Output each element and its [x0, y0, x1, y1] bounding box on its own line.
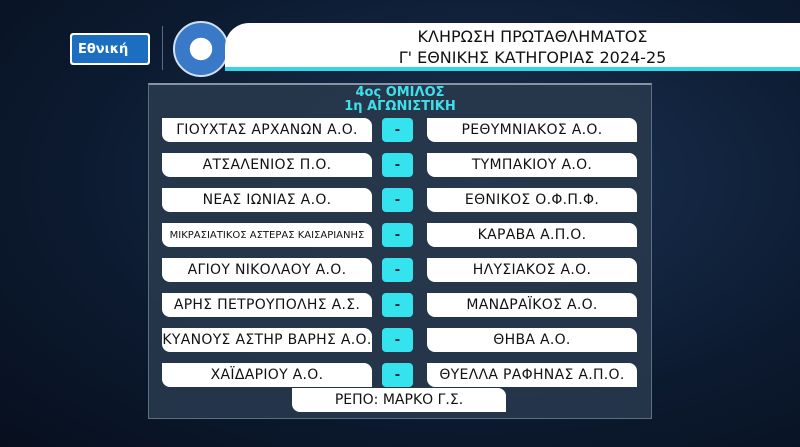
match-row: ΓΙΟΥΧΤΑΣ ΑΡΧΑΝΩΝ Α.Ο. - ΡΕΘΥΜΝΙΑΚΟΣ Α.Ο.: [162, 118, 637, 142]
home-team: ΑΡΗΣ ΠΕΤΡΟΥΠΟΛΗΣ Α.Σ.: [162, 293, 372, 317]
header-banner: ΚΛΗΡΩΣΗ ΠΡΩΤΑΘΛΗΜΑΤΟΣ Γ' ΕΘΝΙΚΗΣ ΚΑΤΗΓΟΡ…: [225, 23, 800, 71]
vs-separator: -: [382, 118, 413, 142]
match-row: ΑΤΣΑΛΕΝΙΟΣ Π.Ο. - ΤΥΜΠΑΚΙΟΥ Α.Ο.: [162, 153, 637, 177]
vs-separator: -: [382, 293, 413, 317]
match-row: ΚΥΑΝΟΥΣ ΑΣΤΗΡ ΒΑΡΗΣ Α.Ο. - ΘΗΒΑ Α.Ο.: [162, 328, 637, 352]
header-title: ΚΛΗΡΩΣΗ ΠΡΩΤΑΘΛΗΜΑΤΟΣ: [417, 27, 648, 46]
vs-separator: -: [382, 188, 413, 212]
away-team: ΤΥΜΠΑΚΙΟΥ Α.Ο.: [427, 153, 637, 177]
home-team: ΚΥΑΝΟΥΣ ΑΣΤΗΡ ΒΑΡΗΣ Α.Ο.: [162, 328, 372, 352]
home-team: ΜΙΚΡΑΣΙΑΤΙΚΟΣ ΑΣΤΕΡΑΣ ΚΑΙΣΑΡΙΑΝΗΣ: [162, 223, 372, 247]
match-row: ΝΕΑΣ ΙΩΝΙΑΣ Α.Ο. - ΕΘΝΙΚΟΣ Ο.Φ.Π.Φ.: [162, 188, 637, 212]
group-title: 4ος ΟΜΙΛΟΣ 1η ΑΓΩΝΙΣΤΙΚΗ: [148, 86, 652, 114]
home-team: ΓΙΟΥΧΤΑΣ ΑΡΧΑΝΩΝ Α.Ο.: [162, 118, 372, 142]
home-team: ΧΑΪΔΑΡΙΟΥ Α.Ο.: [162, 363, 372, 387]
ethniki-logo: Εθνική: [70, 33, 150, 65]
away-team: ΗΛΥΣΙΑΚΟΣ Α.Ο.: [427, 258, 637, 282]
match-row: ΜΙΚΡΑΣΙΑΤΙΚΟΣ ΑΣΤΕΡΑΣ ΚΑΙΣΑΡΙΑΝΗΣ - ΚΑΡΑ…: [162, 223, 637, 247]
away-team: ΡΕΘΥΜΝΙΑΚΟΣ Α.Ο.: [427, 118, 637, 142]
away-team: ΘΗΒΑ Α.Ο.: [427, 328, 637, 352]
home-team: ΑΤΣΑΛΕΝΙΟΣ Π.Ο.: [162, 153, 372, 177]
vs-separator: -: [382, 328, 413, 352]
vs-separator: -: [382, 153, 413, 177]
divider: [162, 26, 163, 70]
match-row: ΑΓΙΟΥ ΝΙΚΟΛΑΟΥ Α.Ο. - ΗΛΥΣΙΑΚΟΣ Α.Ο.: [162, 258, 637, 282]
away-team: ΜΑΝΔΡΑΪΚΟΣ Α.Ο.: [427, 293, 637, 317]
match-row: ΑΡΗΣ ΠΕΤΡΟΥΠΟΛΗΣ Α.Σ. - ΜΑΝΔΡΑΪΚΟΣ Α.Ο.: [162, 293, 637, 317]
away-team: ΕΘΝΙΚΟΣ Ο.Φ.Π.Φ.: [427, 188, 637, 212]
away-team: ΚΑΡΑΒΑ Α.Π.Ο.: [427, 223, 637, 247]
vs-separator: -: [382, 223, 413, 247]
vs-separator: -: [382, 363, 413, 387]
match-row: ΧΑΪΔΑΡΙΟΥ Α.Ο. - ΘΥΕΛΛΑ ΡΑΦΗΝΑΣ Α.Π.Ο.: [162, 363, 637, 387]
group-name: 4ος ΟΜΙΛΟΣ: [355, 85, 445, 100]
home-team: ΝΕΑΣ ΙΩΝΙΑΣ Α.Ο.: [162, 188, 372, 212]
federation-seal-logo: [173, 21, 229, 77]
vs-separator: -: [382, 258, 413, 282]
home-team: ΑΓΙΟΥ ΝΙΚΟΛΑΟΥ Α.Ο.: [162, 258, 372, 282]
header-subtitle: Γ' ΕΘΝΙΚΗΣ ΚΑΤΗΓΟΡΙΑΣ 2024-25: [398, 48, 667, 67]
bye-team: ΡΕΠΟ: ΜΑΡΚΟ Γ.Σ.: [292, 388, 506, 412]
away-team: ΘΥΕΛΛΑ ΡΑΦΗΝΑΣ Α.Π.Ο.: [427, 363, 637, 387]
round-name: 1η ΑΓΩΝΙΣΤΙΚΗ: [344, 99, 456, 114]
ethniki-logo-label: Εθνική: [72, 35, 148, 63]
